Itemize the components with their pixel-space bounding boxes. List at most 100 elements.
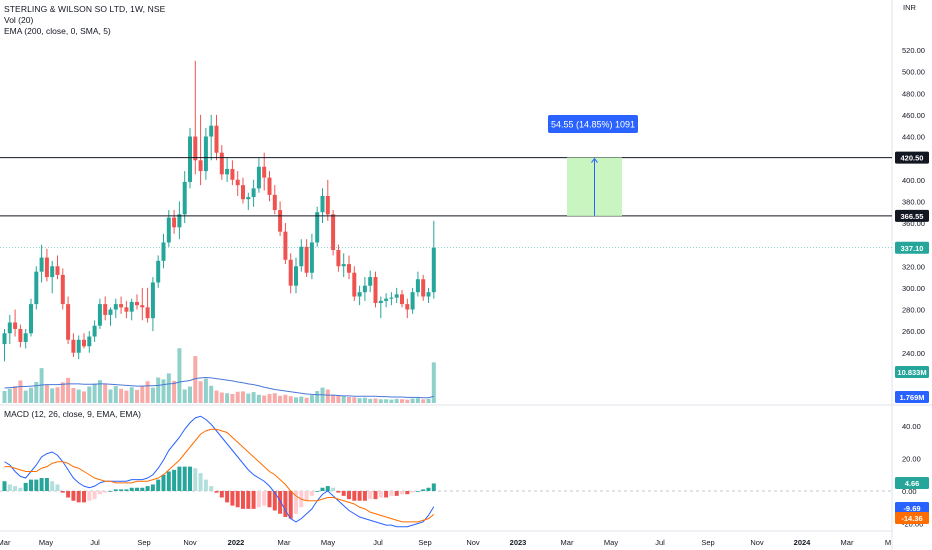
macd-histogram-bar: [124, 489, 129, 491]
volume-bar: [246, 393, 251, 403]
symbol-title[interactable]: STERLING & WILSON SO LTD, 1W, NSE: [4, 4, 166, 14]
macd-histogram-bar: [182, 466, 187, 491]
candle-body: [113, 304, 118, 310]
main-legend: STERLING & WILSON SO LTD, 1W, NSE Vol (2…: [4, 4, 165, 37]
volume-bar: [113, 386, 118, 403]
candle-body: [193, 136, 198, 161]
macd-histogram-bar: [336, 491, 341, 493]
price-axis[interactable]: 520.00 500.00 480.00 460.00 440.00 400.00 380.…: [902, 46, 925, 401]
candle-body: [66, 304, 71, 340]
macd-histogram-bar: [267, 491, 272, 508]
volume-bar: [378, 399, 383, 403]
price-tick-label: 380.00: [902, 197, 925, 206]
candles: [2, 60, 436, 362]
volume-bar: [71, 388, 76, 403]
macd-histogram-bar: [309, 491, 314, 496]
badge-line-upper: 420.50: [901, 154, 924, 163]
candle-body: [336, 250, 341, 267]
price-tick-label: 260.00: [902, 327, 925, 336]
macd-histogram-bar: [71, 491, 76, 501]
candle-body: [347, 264, 351, 273]
candle-body: [315, 212, 320, 243]
candle-body: [251, 188, 256, 198]
candle-body: [309, 242, 314, 273]
horizontal-lines[interactable]: [0, 157, 892, 249]
macd-histogram-bar: [389, 491, 394, 496]
volume-bar: [400, 399, 404, 403]
candle-body: [60, 274, 65, 305]
macd-histogram-bar: [60, 491, 65, 493]
volume-ma-line: [4, 376, 434, 399]
macd-histogram-bar: [177, 466, 182, 491]
time-tick-label: Sep: [701, 538, 714, 547]
macd-histogram-bar: [315, 491, 320, 492]
candle-body: [97, 304, 102, 326]
volume-bar: [235, 391, 240, 403]
macd-histogram-bar: [410, 491, 415, 493]
candle-body: [44, 257, 49, 278]
volume-bar: [415, 398, 420, 403]
macd-histogram-bar: [235, 491, 240, 508]
volume-bar: [336, 395, 341, 403]
ema-legend[interactable]: EMA (200, close, 0, SMA, 5): [4, 26, 111, 36]
volume-bar: [124, 390, 129, 403]
volume-bar: [320, 387, 325, 403]
volume-bar: [256, 394, 261, 403]
macd-legend[interactable]: MACD (12, 26, close, 9, EMA, EMA): [4, 409, 141, 419]
axis-badges: 420.50 366.55 337.10 10.833M 1.769M 4.66 -9.69…: [895, 151, 929, 524]
price-tick-label: 520.00: [902, 46, 925, 55]
candle-body: [2, 333, 7, 345]
price-tick-label: 500.00: [902, 68, 925, 77]
volume-bar: [161, 379, 166, 403]
macd-histogram-bar: [400, 491, 404, 495]
candle-body: [426, 292, 431, 297]
candle-body: [209, 125, 214, 137]
volume-bar: [362, 397, 367, 403]
macd-histogram-bar: [415, 491, 420, 492]
volume-bars: [2, 348, 436, 403]
time-tick-label: Jul: [373, 538, 383, 547]
candle-body: [203, 136, 208, 172]
time-tick-label: Nov: [466, 538, 480, 547]
volume-bar: [230, 394, 235, 403]
volume-bar: [82, 391, 86, 403]
macd-histogram-bar: [103, 491, 108, 493]
candle-body: [262, 166, 267, 178]
macd-histogram-bar: [394, 491, 399, 496]
volume-bar: [18, 380, 23, 403]
macd-histogram-bar: [304, 491, 309, 501]
volume-bar: [177, 348, 182, 403]
macd-line: [4, 415, 435, 528]
candle-body: [166, 217, 171, 243]
macd-histogram-bar: [405, 491, 410, 495]
macd-histogram-bar: [34, 479, 39, 491]
macd-histogram-bar: [166, 471, 171, 491]
candle-body: [230, 168, 235, 180]
candle-body: [219, 152, 224, 175]
volume-bar: [288, 396, 293, 403]
badge-line-upper-bg: [895, 151, 929, 164]
volume-bar: [431, 362, 436, 403]
macd-pane[interactable]: [0, 406, 892, 530]
volume-bar: [60, 382, 65, 403]
price-range-measure[interactable]: 54.55 (14.85%) 1091: [548, 115, 638, 216]
badge-volume-bg: [895, 366, 929, 378]
macd-tick-label: 40.00: [902, 422, 921, 431]
candle-body: [304, 246, 309, 273]
macd-histogram-bar: [209, 486, 214, 491]
volume-bar: [76, 389, 81, 403]
badge-volume-ma-bg: [895, 391, 929, 403]
candle-body: [198, 160, 203, 172]
time-axis[interactable]: Mar May Jul Sep Nov 2022 Mar May Jul Sep Nov 2023 Ma…: [0, 538, 891, 547]
volume-bar: [2, 391, 7, 403]
price-pane[interactable]: [0, 0, 892, 404]
candle-body: [135, 301, 139, 306]
volume-legend[interactable]: Vol (20): [4, 15, 34, 25]
volume-bar: [272, 393, 277, 403]
volume-bar: [39, 368, 44, 403]
macd-histogram-bar: [294, 491, 298, 514]
candle-body: [288, 259, 293, 286]
candle-body: [325, 195, 330, 215]
volume-bar: [119, 388, 124, 403]
